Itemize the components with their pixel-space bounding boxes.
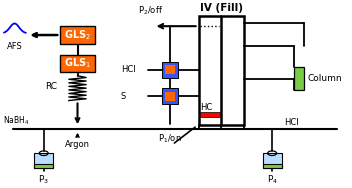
Bar bbox=[263, 164, 282, 168]
Text: Argon: Argon bbox=[65, 140, 90, 149]
Text: HCl: HCl bbox=[121, 65, 136, 74]
Bar bbox=[34, 164, 53, 168]
Text: HCl: HCl bbox=[284, 118, 299, 127]
Text: NaBH$_4$: NaBH$_4$ bbox=[3, 115, 30, 127]
Bar bbox=[162, 88, 178, 104]
Text: P$_3$: P$_3$ bbox=[38, 173, 49, 186]
Text: P$_2$/off: P$_2$/off bbox=[138, 5, 163, 17]
Bar bbox=[162, 62, 178, 77]
Text: Column: Column bbox=[308, 74, 342, 83]
Bar bbox=[294, 67, 304, 90]
Bar bbox=[165, 92, 175, 101]
Text: RC: RC bbox=[45, 82, 57, 91]
Bar bbox=[199, 16, 244, 125]
Bar bbox=[34, 153, 53, 168]
Text: P$_4$: P$_4$ bbox=[266, 173, 278, 186]
Bar bbox=[263, 153, 282, 168]
Text: GLS$_2$: GLS$_2$ bbox=[64, 28, 91, 42]
Text: AFS: AFS bbox=[7, 42, 23, 51]
Text: IV (Fill): IV (Fill) bbox=[200, 3, 243, 14]
Text: HC: HC bbox=[200, 103, 212, 112]
Bar bbox=[60, 55, 95, 72]
Bar bbox=[60, 26, 95, 44]
Text: S: S bbox=[121, 92, 126, 101]
Text: GLS$_1$: GLS$_1$ bbox=[64, 56, 91, 70]
Text: P$_1$/on: P$_1$/on bbox=[158, 132, 182, 145]
Bar bbox=[200, 112, 220, 117]
Bar bbox=[165, 65, 175, 74]
